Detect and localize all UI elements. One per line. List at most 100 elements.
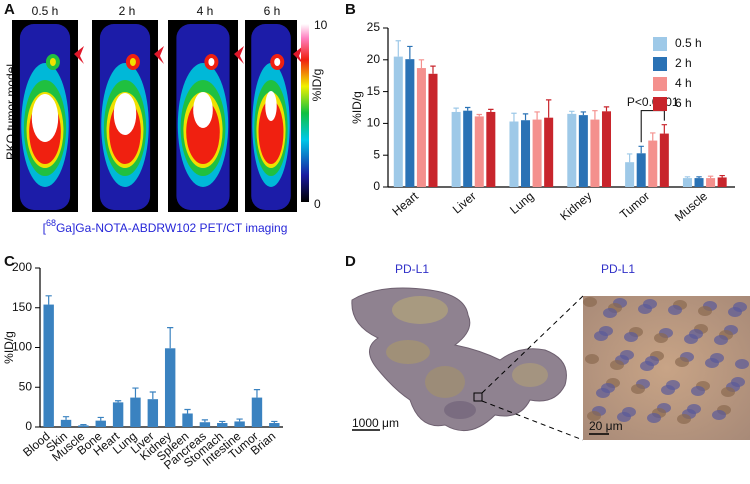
y-tick-label: 100	[12, 340, 32, 354]
legend-swatch	[653, 57, 667, 71]
x-tick-label: Muscle	[672, 189, 710, 224]
cell	[735, 359, 749, 369]
cell	[624, 332, 638, 342]
error-bar	[418, 59, 425, 69]
error-bar	[114, 400, 122, 403]
x-tick-label: Kidney	[557, 189, 594, 223]
bar	[694, 178, 704, 187]
cell	[675, 357, 689, 367]
error-bar	[395, 40, 402, 57]
y-tick-label: 5	[373, 147, 380, 161]
error-bar	[476, 113, 482, 117]
error-bar	[511, 112, 517, 122]
cell	[721, 387, 735, 397]
y-tick-label: 200	[12, 260, 32, 274]
pet-images	[12, 20, 303, 212]
cell	[728, 307, 742, 317]
bar	[405, 59, 415, 187]
cell	[705, 358, 719, 368]
error-bar	[80, 424, 87, 426]
bar	[648, 140, 658, 187]
stain-label: PD-L1	[395, 262, 429, 276]
cell	[714, 335, 728, 345]
error-bar	[650, 132, 656, 141]
colorbar-min: 0	[314, 197, 321, 211]
y-tick-label: 150	[12, 300, 32, 314]
cell	[640, 361, 654, 371]
time-label: 2 h	[119, 4, 136, 18]
bar	[147, 399, 159, 427]
bar	[182, 413, 193, 427]
y-tick-label: 0	[25, 419, 32, 433]
error-bar	[696, 176, 702, 179]
scale-label: 1000 μm	[352, 416, 399, 430]
cell	[698, 306, 712, 316]
bar	[567, 113, 577, 187]
tissue-section	[351, 287, 584, 441]
ihc-zoom	[583, 296, 750, 440]
cell	[594, 331, 608, 341]
bar	[416, 68, 426, 187]
arrowhead	[234, 46, 244, 64]
bar	[682, 178, 692, 187]
error-bar	[488, 108, 494, 112]
cell	[638, 304, 652, 314]
colorbar	[301, 24, 309, 202]
y-tick-label: 15	[367, 84, 381, 98]
y-tick-label: 10	[367, 116, 381, 130]
pet-uptake	[208, 58, 215, 66]
error-bar	[707, 175, 714, 179]
colorbar-max: 10	[314, 18, 328, 32]
bar	[217, 423, 228, 427]
y-axis-label: %ID/g	[350, 91, 364, 124]
error-bar	[638, 145, 644, 154]
error-bar	[545, 99, 552, 118]
time-label: 4 h	[197, 4, 214, 18]
stain-label: PD-L1	[601, 262, 635, 276]
error-bar	[132, 387, 139, 398]
bar	[60, 419, 72, 427]
bar	[601, 111, 612, 187]
cell	[661, 385, 675, 395]
error-bar	[219, 420, 226, 424]
error-bar	[522, 113, 529, 121]
pet-uptake	[265, 91, 277, 121]
cell	[585, 354, 599, 364]
bar	[706, 178, 716, 187]
caption: [68Ga]Ga-NOTA-ABDRW102 PET/CT imaging	[43, 218, 288, 235]
bar	[578, 115, 588, 187]
error-bar	[534, 111, 540, 120]
bar	[521, 120, 531, 187]
cell	[684, 334, 698, 344]
error-bar	[236, 418, 243, 422]
bar	[95, 420, 106, 427]
bar	[509, 121, 519, 187]
cell	[603, 308, 617, 318]
legend-swatch	[653, 97, 667, 111]
bar	[393, 56, 403, 188]
cell	[583, 297, 597, 307]
bar	[590, 119, 600, 187]
y-tick-label: 25	[367, 20, 381, 34]
bar	[532, 119, 542, 187]
error-bar	[407, 45, 413, 60]
arrowhead	[74, 46, 84, 64]
panel-label: A	[4, 1, 15, 18]
bar	[486, 111, 496, 187]
cell	[617, 412, 631, 422]
cell	[587, 411, 601, 421]
x-tick-label: Heart	[389, 189, 421, 219]
y-axis-label: %ID/g	[2, 331, 16, 364]
error-bar	[167, 327, 174, 349]
pet-uptake	[49, 58, 56, 66]
colorbar-label: %ID/g	[310, 69, 324, 102]
bar	[717, 177, 727, 187]
cell	[610, 360, 624, 370]
legend-label: 0.5 h	[675, 36, 702, 50]
cell	[691, 386, 705, 396]
error-bar	[430, 65, 436, 74]
panel-label: C	[4, 253, 15, 270]
caption-part: Ga]Ga-NOTA-ABDRW102 PET/CT imaging	[56, 221, 287, 235]
y-tick-label: 50	[19, 379, 33, 393]
